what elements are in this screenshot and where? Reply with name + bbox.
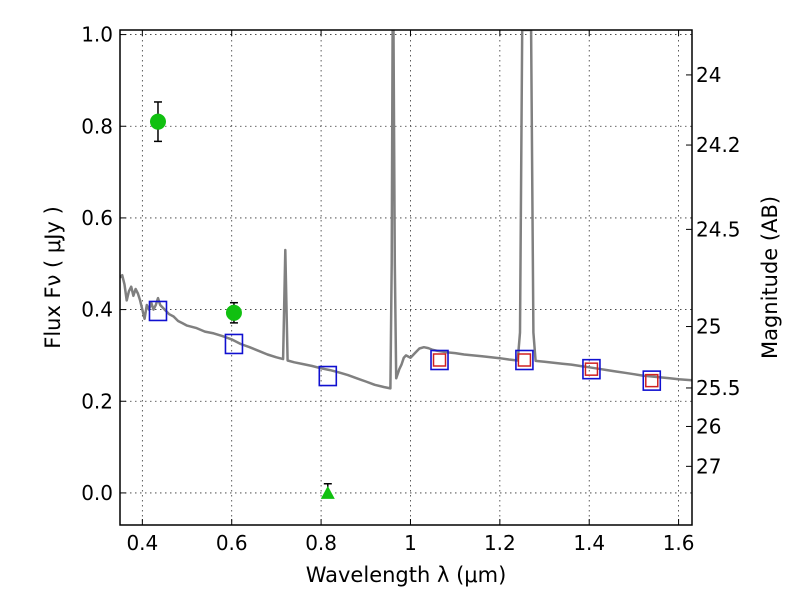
- x-axis-label: Wavelength λ (μm): [306, 563, 507, 587]
- y-tick-label: 0.4: [81, 298, 113, 322]
- y2-tick-label: 25: [696, 315, 721, 339]
- spectrum-line: [120, 30, 692, 390]
- blue-square-point: [515, 349, 534, 371]
- y-axis-label: Flux Fν ( μJy ): [41, 206, 65, 349]
- x-tick-label: 0.4: [126, 531, 158, 555]
- blue-square-point: [318, 365, 338, 387]
- photometry-markers: [148, 101, 662, 499]
- y2-tick-label: 24: [696, 63, 721, 87]
- y2-axis-label: Magnitude (AB): [758, 196, 782, 359]
- upper-limit-point: [320, 485, 335, 499]
- x-tick-label: 1.6: [663, 531, 695, 555]
- detection-point: [225, 304, 242, 321]
- blue-square-point: [582, 358, 601, 380]
- y-tick-label: 0.0: [81, 481, 113, 505]
- axis-ticks: [120, 30, 692, 525]
- blue-square-point: [148, 300, 168, 322]
- blue-square-point: [430, 349, 449, 371]
- y2-tick-label: 25.5: [696, 376, 741, 400]
- y2-tick-label: 24.2: [696, 133, 741, 157]
- y-tick-label: 0.6: [81, 206, 113, 230]
- x-tick-label: 0.8: [305, 531, 337, 555]
- x-tick-label: 1.4: [573, 531, 605, 555]
- grid-lines: [120, 30, 692, 525]
- red-square-point: [432, 353, 447, 367]
- blue-square-point: [642, 370, 662, 391]
- detection-point: [149, 113, 166, 130]
- y2-tick-label: 26: [696, 414, 721, 438]
- y-tick-label: 1.0: [81, 23, 113, 47]
- x-tick-label: 0.6: [216, 531, 248, 555]
- x-tick-label: 1.2: [484, 531, 516, 555]
- y2-tick-label: 27: [696, 454, 721, 478]
- model-spectrum: [120, 30, 692, 390]
- tick-labels: 0.4 0.6 0.8 1 1.2 1.4 1.6 0.0 0.2 0.4 0.6 0.8 1.0 24 2…: [81, 23, 740, 555]
- blue-square-point: [224, 333, 244, 355]
- red-square-point: [517, 353, 532, 367]
- red-square-point: [645, 373, 659, 388]
- y-tick-label: 0.2: [81, 389, 113, 413]
- y2-tick-label: 24.5: [696, 217, 741, 241]
- y-tick-label: 0.8: [81, 114, 113, 138]
- red-square-point: [584, 362, 599, 376]
- x-tick-label: 1: [404, 531, 417, 555]
- plot-frame: [119, 29, 693, 526]
